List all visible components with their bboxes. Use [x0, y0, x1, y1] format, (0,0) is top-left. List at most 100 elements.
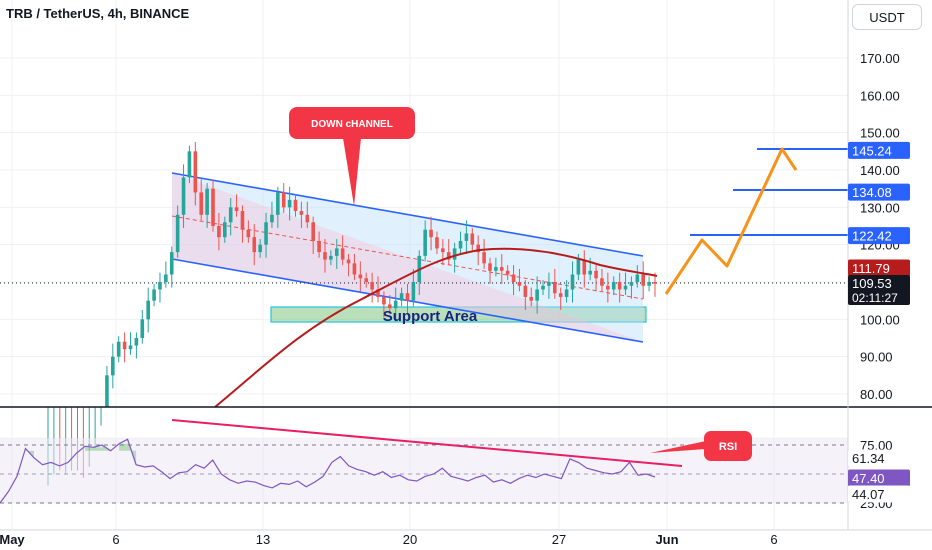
price-tick-label: 130.00: [860, 200, 900, 215]
channel-upper-line: [171, 172, 644, 257]
candle-body: [240, 211, 245, 230]
candle-body: [582, 259, 587, 275]
candle-body: [653, 282, 657, 284]
rsi-current-badge-bg: [848, 469, 910, 487]
candle-body: [258, 244, 262, 253]
candle-body: [293, 199, 298, 212]
rsi-current-badge: 47.40: [852, 471, 885, 486]
candle-body: [181, 177, 186, 215]
candle-body: [529, 296, 534, 301]
last-price-badge: 109.53: [852, 276, 892, 291]
target-levels: [690, 148, 848, 236]
candlestick-series: [47, 142, 657, 486]
candle-body: [281, 192, 286, 208]
candle-body: [352, 263, 357, 275]
rsi-line: [0, 438, 656, 504]
candle-body: [175, 214, 180, 253]
rsi-lower-badge-bg: [848, 485, 910, 503]
candle-body: [158, 282, 162, 290]
candle-body: [252, 237, 257, 253]
candle-body: [594, 270, 598, 279]
candle-body: [553, 282, 557, 294]
price-tick-label: 160.00: [860, 88, 900, 103]
candle-body: [134, 338, 139, 346]
candle-body: [323, 252, 327, 260]
candle-body: [376, 289, 380, 297]
candle-body: [164, 274, 168, 282]
candle-body: [441, 248, 445, 253]
target-3-badge-bg: [848, 141, 910, 159]
candle-body: [358, 274, 363, 279]
time-tick-label: 20: [403, 532, 417, 547]
candle-body: [570, 274, 575, 290]
candle-body: [600, 278, 604, 286]
candle-body: [370, 282, 374, 290]
candle-body: [276, 192, 280, 215]
candle-body: [429, 229, 433, 238]
target-3-badge: 145.24: [852, 143, 892, 158]
candle-body: [382, 296, 386, 305]
candle-body: [105, 375, 109, 407]
candle-body: [611, 282, 616, 290]
candle-body: [505, 270, 510, 275]
candle-body: [564, 289, 569, 297]
candle-body: [470, 233, 475, 245]
rsi-upper-badge: 61.34: [852, 451, 885, 466]
candle-body: [128, 345, 133, 350]
time-tick-label: May: [0, 532, 25, 547]
candle-body: [299, 211, 304, 215]
candle-body: [476, 244, 481, 253]
candle-body: [576, 259, 581, 275]
candle-body: [393, 300, 398, 309]
candle-body: [606, 285, 610, 290]
candle-body: [435, 237, 439, 249]
candle-body: [152, 289, 156, 301]
down-channel-callout: DOWN cHANNEL: [289, 107, 415, 206]
price-tick-label: 170.00: [860, 51, 900, 66]
candle-body: [116, 341, 121, 357]
rsi-panel: RSI: [0, 419, 848, 504]
candle-body: [246, 229, 251, 238]
target-2-badge: 134.08: [852, 185, 892, 200]
price-tick-label: 140.00: [860, 163, 900, 178]
candle-body: [228, 207, 233, 223]
price-tick-label: 150.00: [860, 126, 900, 141]
candle-body: [629, 282, 634, 286]
candle-body: [405, 293, 410, 301]
time-axis[interactable]: May 6 13 20 27 Jun 6: [0, 529, 932, 547]
time-tick-label: 6: [112, 532, 119, 547]
support-zone: [270, 306, 647, 323]
ma-value-badge-bg: [848, 259, 910, 277]
candle-body: [482, 252, 486, 264]
candle-body: [140, 319, 145, 338]
candle-body: [535, 289, 539, 301]
moving-average-line: [214, 247, 658, 408]
price-axis[interactable]: 170.00160.00150.00140.00130.00120.00100.…: [847, 0, 910, 530]
target-1-badge-bg: [848, 227, 910, 245]
candle-body: [488, 263, 492, 271]
rsi-callout-label: RSI: [719, 441, 737, 453]
price-tick-label: 90.00: [860, 350, 893, 365]
target-2-badge-bg: [848, 183, 910, 201]
countdown-badge: 02:11:27: [852, 291, 898, 305]
candle-body: [388, 304, 392, 309]
candle-body: [458, 240, 463, 249]
candle-body: [211, 188, 215, 226]
candle-body: [411, 282, 416, 301]
candle-body: [558, 293, 563, 297]
rsi-tick-label: 75.00: [860, 438, 893, 453]
target-1-badge: 122.42: [852, 229, 892, 244]
candle-body: [111, 356, 115, 376]
candle-body: [270, 214, 274, 223]
candle-body: [399, 293, 404, 301]
currency-button[interactable]: USDT: [852, 4, 922, 30]
candle-body: [234, 207, 239, 212]
time-tick-label: 13: [256, 532, 270, 547]
candle-body: [334, 248, 339, 256]
candle-body: [205, 188, 209, 215]
rsi-upper-badge-bg: [848, 449, 910, 467]
time-tick-label: Jun: [655, 532, 678, 547]
candle-body: [494, 267, 498, 271]
candle-body: [464, 233, 469, 241]
